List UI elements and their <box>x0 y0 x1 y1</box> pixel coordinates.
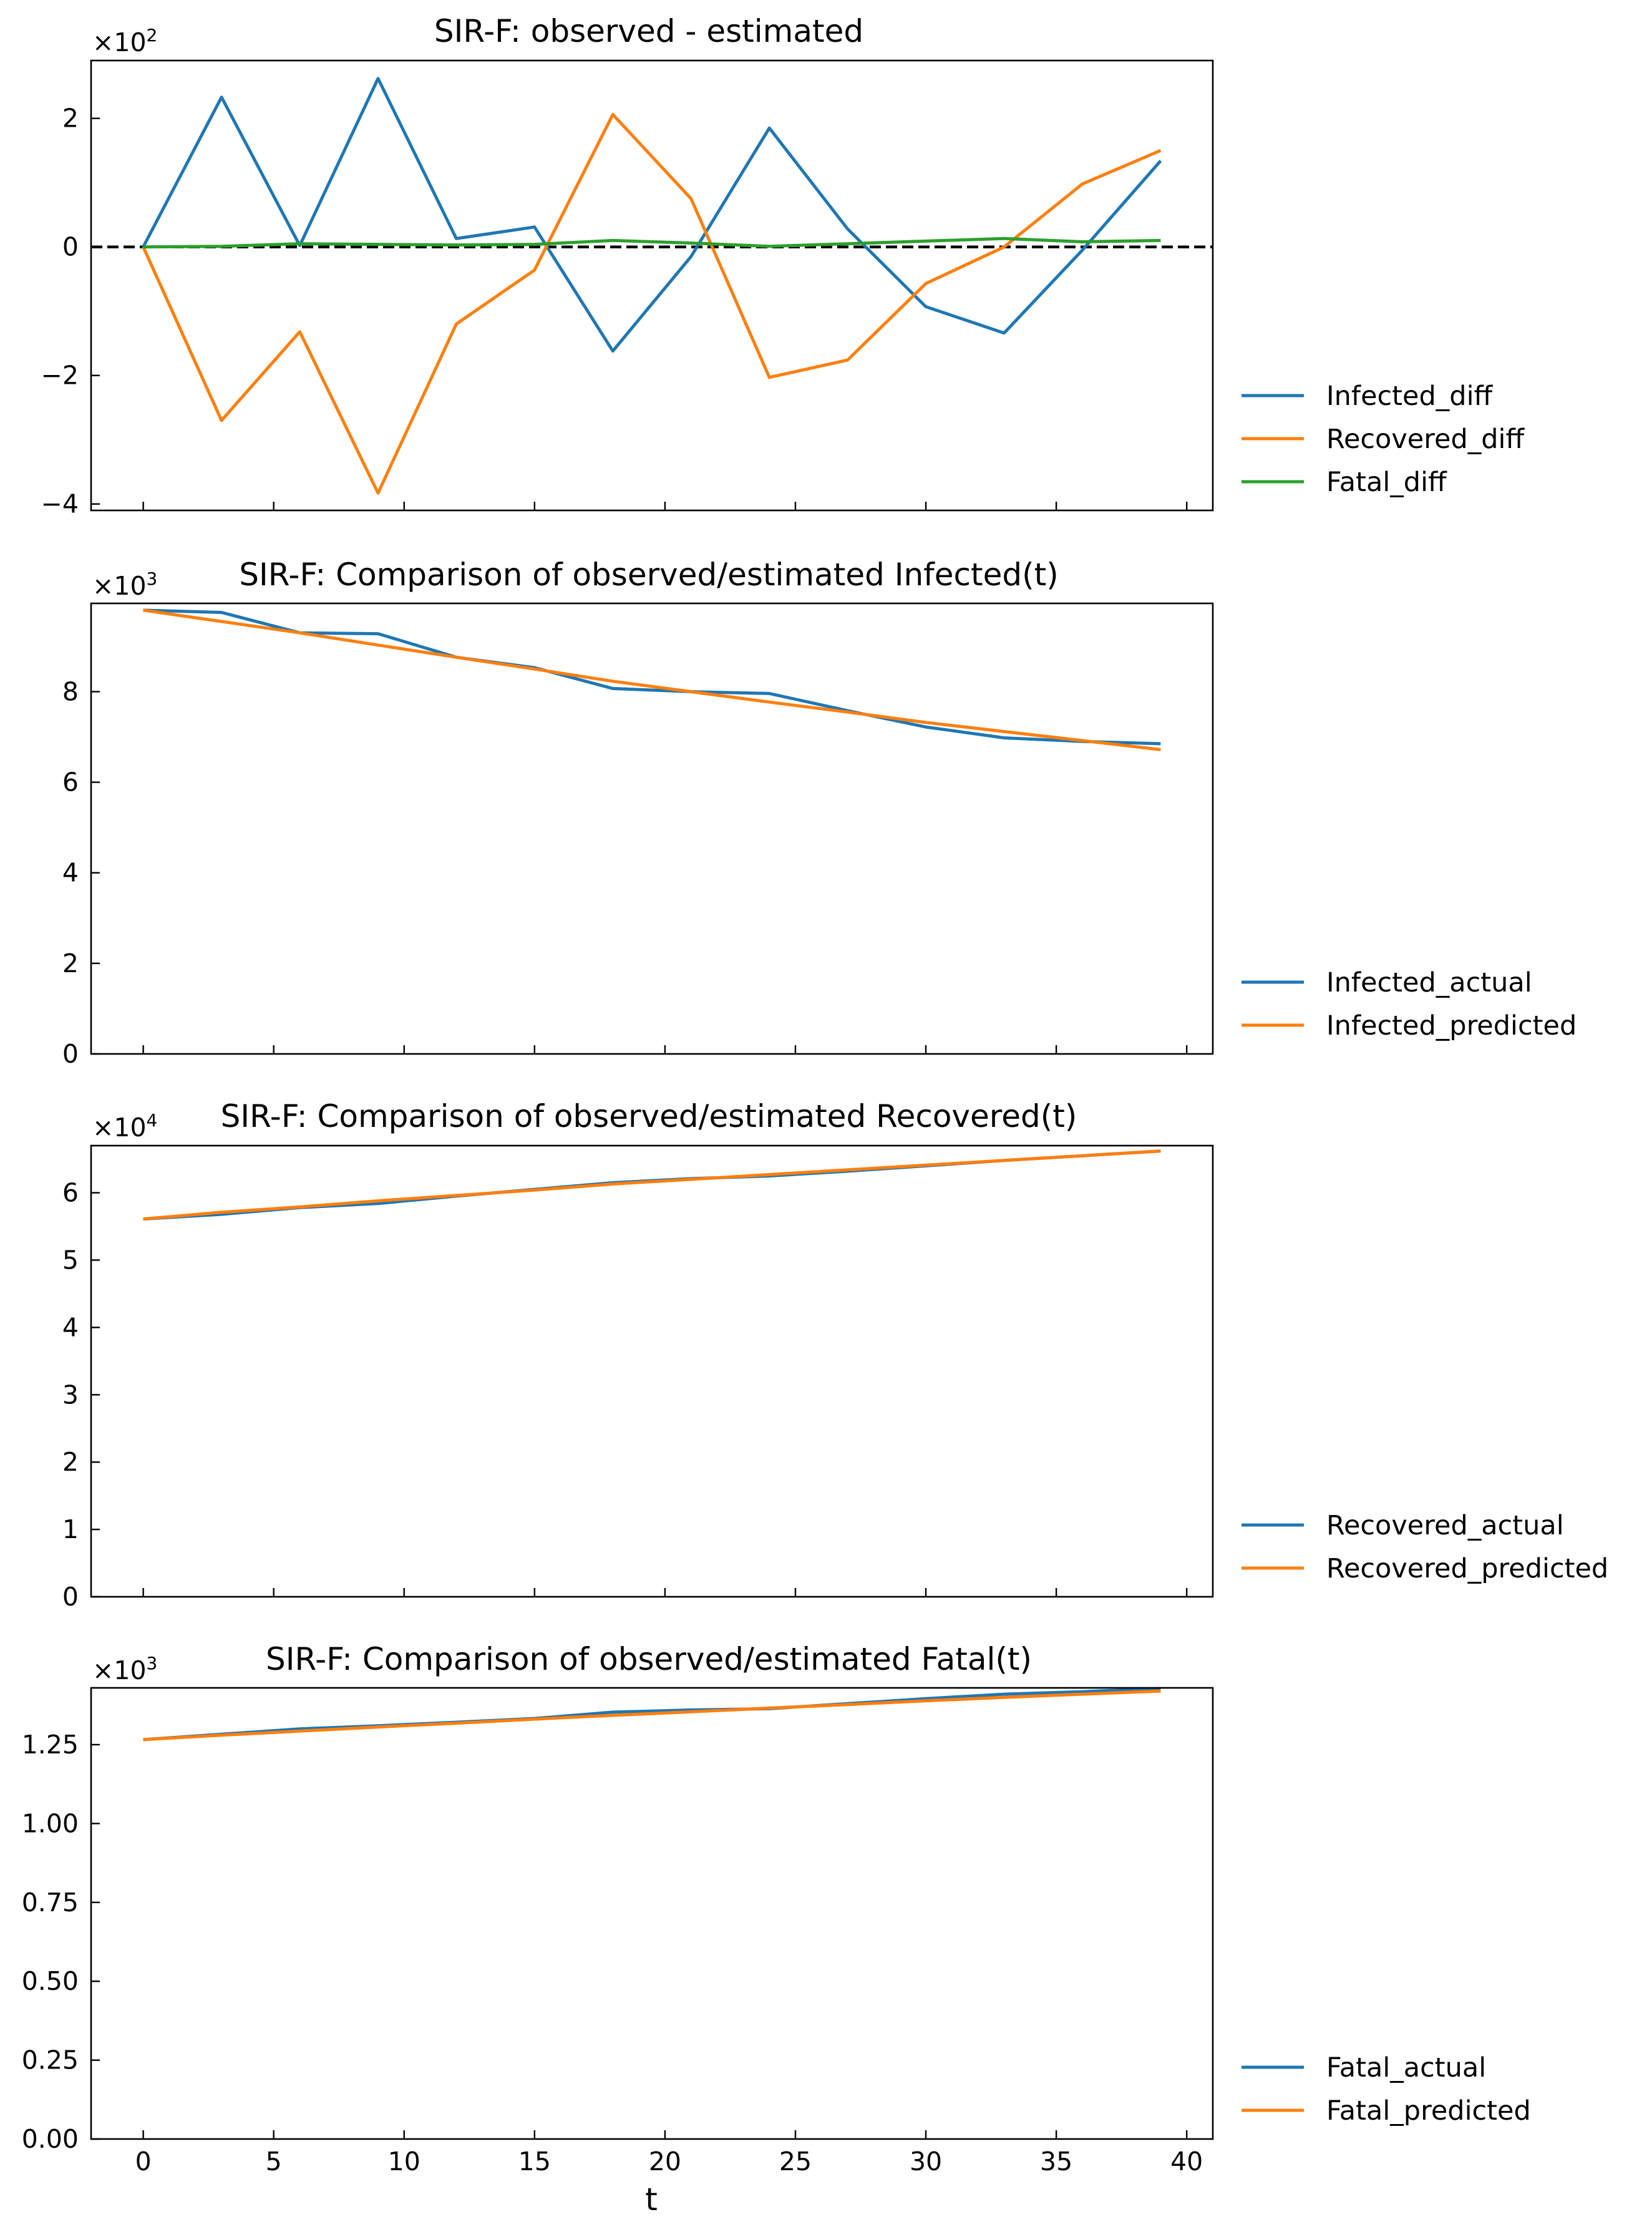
x-tick-label: 40 <box>1170 2146 1203 2176</box>
legend: Infected_diff Recovered_diff Fatal_diff <box>1241 381 1525 498</box>
y-tick-label: 3 <box>62 1380 79 1410</box>
axes-frame <box>90 1144 1214 1598</box>
y-tick-label: −4 <box>41 489 79 519</box>
y-tick-label: 6 <box>62 1178 79 1208</box>
axis-multiplier: ×102 <box>92 25 157 57</box>
legend-label-fatal-actual: Fatal_actual <box>1326 2052 1486 2083</box>
legend-label-fatal-diff: Fatal_diff <box>1326 467 1447 498</box>
y-tick-label: 2 <box>62 104 79 134</box>
legend: Recovered_actual Recovered_predicted <box>1241 1510 1608 1584</box>
series-line-fatal-diff <box>143 236 1161 249</box>
x-tick-label: 10 <box>388 2146 420 2176</box>
y-tick-label: 0 <box>62 1039 79 1069</box>
panel-title: SIR-F: observed - estimated <box>434 13 863 49</box>
series-line-infected-actual <box>143 608 1161 746</box>
x-tick-label: 30 <box>910 2146 942 2176</box>
legend: Infected_actual Infected_predicted <box>1241 967 1577 1041</box>
y-tick-label: 2 <box>62 948 79 978</box>
y-tick-label: 5 <box>62 1245 79 1275</box>
legend-label-recovered-diff: Recovered_diff <box>1326 424 1525 455</box>
y-tick-label: 2 <box>62 1447 79 1477</box>
legend: Fatal_actual Fatal_predicted <box>1241 2052 1531 2127</box>
series-line-fatal-predicted <box>143 1689 1161 1742</box>
legend-label-infected-diff: Infected_diff <box>1326 381 1494 412</box>
panel-infected: SIR-F: Comparison of observed/estimated … <box>62 557 1577 1069</box>
y-tick-label: 1 <box>62 1514 79 1544</box>
series-line-recovered-predicted <box>143 1149 1161 1221</box>
y-tick-label: 1.00 <box>22 1808 79 1838</box>
legend-label-infected-actual: Infected_actual <box>1326 967 1532 998</box>
axes-frame <box>90 602 1214 1055</box>
axes-frame <box>90 1687 1214 2140</box>
series-line-infected-diff <box>142 77 1162 353</box>
y-tick-label: 4 <box>62 1312 79 1342</box>
series-line-fatal-actual <box>143 1687 1161 1742</box>
y-tick-label: 0.50 <box>22 1966 79 1996</box>
x-tick-label: 15 <box>518 2146 551 2176</box>
y-tick-label: 0 <box>62 1582 79 1612</box>
y-tick-label: 0.75 <box>22 1888 79 1917</box>
y-tick-label: 1.25 <box>22 1730 79 1760</box>
x-tick-label: 25 <box>779 2146 812 2176</box>
legend-label-fatal-predicted: Fatal_predicted <box>1326 2095 1531 2127</box>
y-tick-label: 8 <box>62 676 79 706</box>
x-tick-label: 5 <box>266 2146 282 2176</box>
x-tick-label: 0 <box>135 2146 152 2176</box>
panel-title: SIR-F: Comparison of observed/estimated … <box>266 1641 1032 1677</box>
legend-label-infected-predicted: Infected_predicted <box>1326 1010 1577 1041</box>
axis-multiplier: ×103 <box>92 568 157 601</box>
legend-label-recovered-actual: Recovered_actual <box>1326 1510 1564 1541</box>
series-line-infected-predicted <box>143 608 1161 751</box>
axes-frame <box>90 59 1214 512</box>
series-line-recovered-diff <box>142 113 1162 495</box>
legend-label-recovered-predicted: Recovered_predicted <box>1326 1553 1608 1584</box>
y-tick-label: −2 <box>41 361 79 391</box>
panel-title: SIR-F: Comparison of observed/estimated … <box>239 557 1059 593</box>
panel-recovered: SIR-F: Comparison of observed/estimated … <box>62 1098 1608 1612</box>
x-tick-label: 35 <box>1040 2146 1072 2176</box>
x-axis-label: t <box>645 2181 658 2218</box>
y-tick-label: 0 <box>62 232 79 262</box>
y-tick-label: 4 <box>62 858 79 888</box>
panel-title: SIR-F: Comparison of observed/estimated … <box>221 1098 1077 1134</box>
axis-multiplier: ×104 <box>92 1110 157 1143</box>
y-tick-label: 0.25 <box>22 2045 79 2075</box>
y-tick-label: 6 <box>62 767 79 797</box>
y-tick-label: 0.00 <box>22 2124 79 2154</box>
axis-multiplier: ×103 <box>92 1653 157 1685</box>
panel-fatal: SIR-F: Comparison of observed/estimated … <box>22 1641 1531 2218</box>
panel-diff: SIR-F: observed - estimated ×102 Infecte… <box>41 13 1525 519</box>
x-tick-label: 20 <box>649 2146 681 2176</box>
